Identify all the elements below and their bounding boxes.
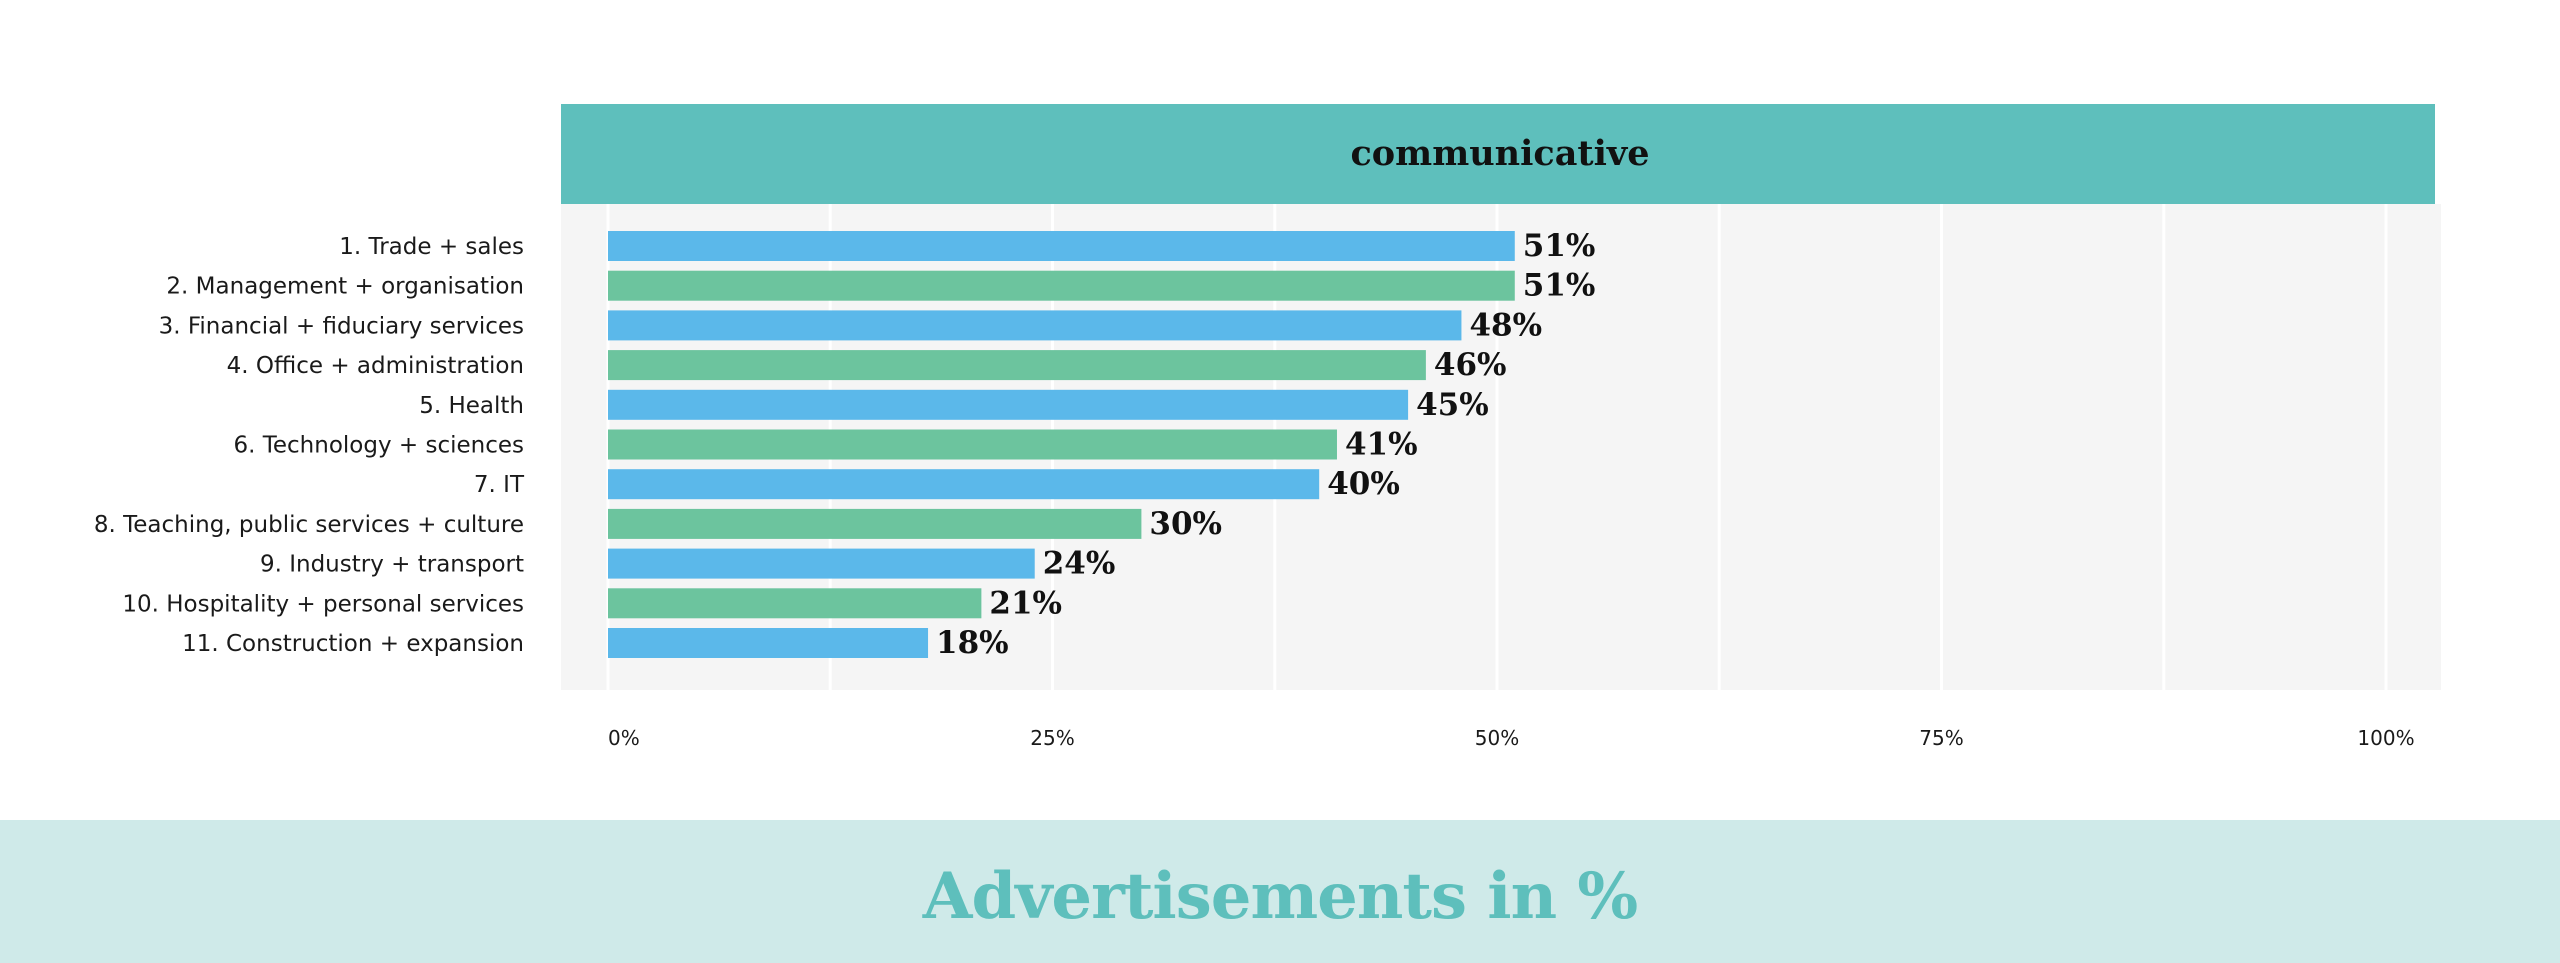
category-labels: 1. Trade + sales 2. Management + organisa… <box>94 234 525 657</box>
footer-banner: Advertisements in % <box>0 820 2560 963</box>
x-tick-label: 50% <box>1475 726 1519 750</box>
category-label: 5. Health <box>419 393 524 419</box>
bar <box>608 389 1409 420</box>
x-axis-ticks: 0% 25% 50% 75% 100% <box>608 726 2415 750</box>
value-label: 46% <box>1434 347 1507 383</box>
value-label: 30% <box>1149 506 1222 542</box>
bar <box>608 270 1515 301</box>
value-label: 21% <box>989 585 1062 621</box>
bar <box>608 429 1337 460</box>
bars <box>608 231 1515 658</box>
category-label: 10. Hospitality + personal services <box>122 591 524 617</box>
x-tick-label: 0% <box>608 726 640 750</box>
panel-header <box>561 104 2435 204</box>
bar <box>608 548 1035 579</box>
category-label: 7. IT <box>474 472 525 498</box>
value-label: 51% <box>1523 228 1596 264</box>
value-label: 51% <box>1523 268 1596 304</box>
chart-title: communicative <box>1351 133 1650 174</box>
footer-title: Advertisements in % <box>922 859 1638 934</box>
value-label: 40% <box>1327 466 1400 502</box>
category-label: 2. Management + organisation <box>166 274 524 300</box>
bar <box>608 350 1426 381</box>
category-label: 4. Office + administration <box>227 353 524 379</box>
category-label: 9. Industry + transport <box>260 552 524 578</box>
x-tick-label: 100% <box>2357 726 2414 750</box>
value-label: 41% <box>1345 427 1418 463</box>
value-labels: 51%51%48%46%45%41%40%30%24%21%18% <box>936 228 1595 661</box>
bar <box>608 231 1515 261</box>
bar <box>608 628 929 658</box>
bar <box>608 508 1142 539</box>
bar <box>608 310 1462 341</box>
bar-chart: communicative 1. Trade + sales 2. Managem… <box>93 104 2435 750</box>
x-tick-label: 25% <box>1030 726 1074 750</box>
bar <box>608 588 982 619</box>
x-tick-label: 75% <box>1919 726 1963 750</box>
category-label: 6. Technology + sciences <box>233 433 524 459</box>
category-label: 11. Construction + expansion <box>182 631 524 657</box>
category-label: 3. Financial + fiduciary services <box>159 313 524 339</box>
value-label: 48% <box>1469 307 1542 343</box>
value-label: 24% <box>1043 546 1116 582</box>
category-label: 1. Trade + sales <box>339 234 524 260</box>
category-label: 8. Teaching, public services + culture <box>94 512 524 538</box>
value-label: 18% <box>936 625 1009 661</box>
value-label: 45% <box>1416 387 1489 423</box>
bar <box>608 469 1320 500</box>
